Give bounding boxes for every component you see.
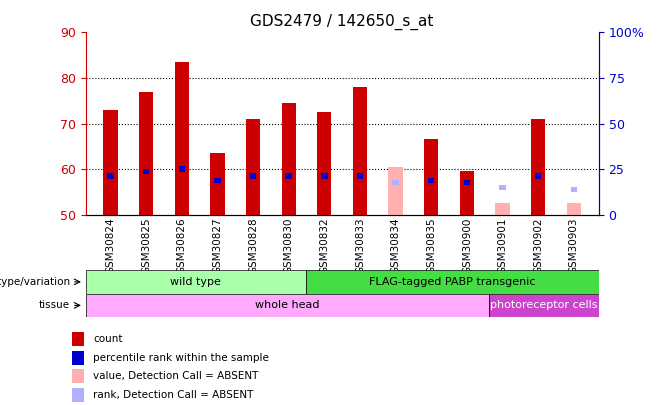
Bar: [317, 112, 332, 215]
Bar: [143, 168, 149, 174]
Bar: [464, 180, 470, 185]
Bar: [567, 203, 581, 215]
Text: percentile rank within the sample: percentile rank within the sample: [93, 353, 268, 363]
Bar: [282, 103, 296, 215]
Bar: [499, 185, 506, 190]
Bar: [246, 119, 260, 215]
Bar: [215, 178, 220, 183]
Text: photoreceptor cells: photoreceptor cells: [490, 301, 597, 310]
Bar: [424, 139, 438, 215]
Bar: [357, 173, 363, 179]
Bar: [178, 166, 185, 172]
Bar: [570, 187, 577, 192]
Bar: [72, 388, 84, 402]
Bar: [428, 178, 434, 183]
Text: FLAG-tagged PABP transgenic: FLAG-tagged PABP transgenic: [369, 277, 536, 287]
Title: GDS2479 / 142650_s_at: GDS2479 / 142650_s_at: [251, 13, 434, 30]
Text: genotype/variation: genotype/variation: [0, 277, 70, 287]
Bar: [72, 351, 84, 365]
Bar: [211, 153, 224, 215]
Bar: [174, 62, 189, 215]
Bar: [286, 173, 292, 179]
Bar: [353, 87, 367, 215]
Bar: [535, 173, 542, 179]
Bar: [72, 333, 84, 346]
Bar: [103, 110, 118, 215]
Bar: [305, 270, 599, 294]
Text: count: count: [93, 334, 122, 344]
Bar: [489, 294, 599, 317]
Bar: [107, 173, 114, 179]
Bar: [495, 203, 510, 215]
Bar: [321, 173, 328, 179]
Text: value, Detection Call = ABSENT: value, Detection Call = ABSENT: [93, 371, 259, 381]
Bar: [86, 270, 305, 294]
Text: rank, Detection Call = ABSENT: rank, Detection Call = ABSENT: [93, 390, 253, 400]
Bar: [250, 173, 256, 179]
Bar: [531, 119, 545, 215]
Text: whole head: whole head: [255, 301, 319, 310]
Bar: [460, 171, 474, 215]
Bar: [392, 180, 399, 185]
Bar: [388, 167, 403, 215]
Text: tissue: tissue: [39, 301, 70, 310]
Bar: [139, 92, 153, 215]
Bar: [72, 369, 84, 383]
Bar: [86, 294, 489, 317]
Text: wild type: wild type: [170, 277, 221, 287]
